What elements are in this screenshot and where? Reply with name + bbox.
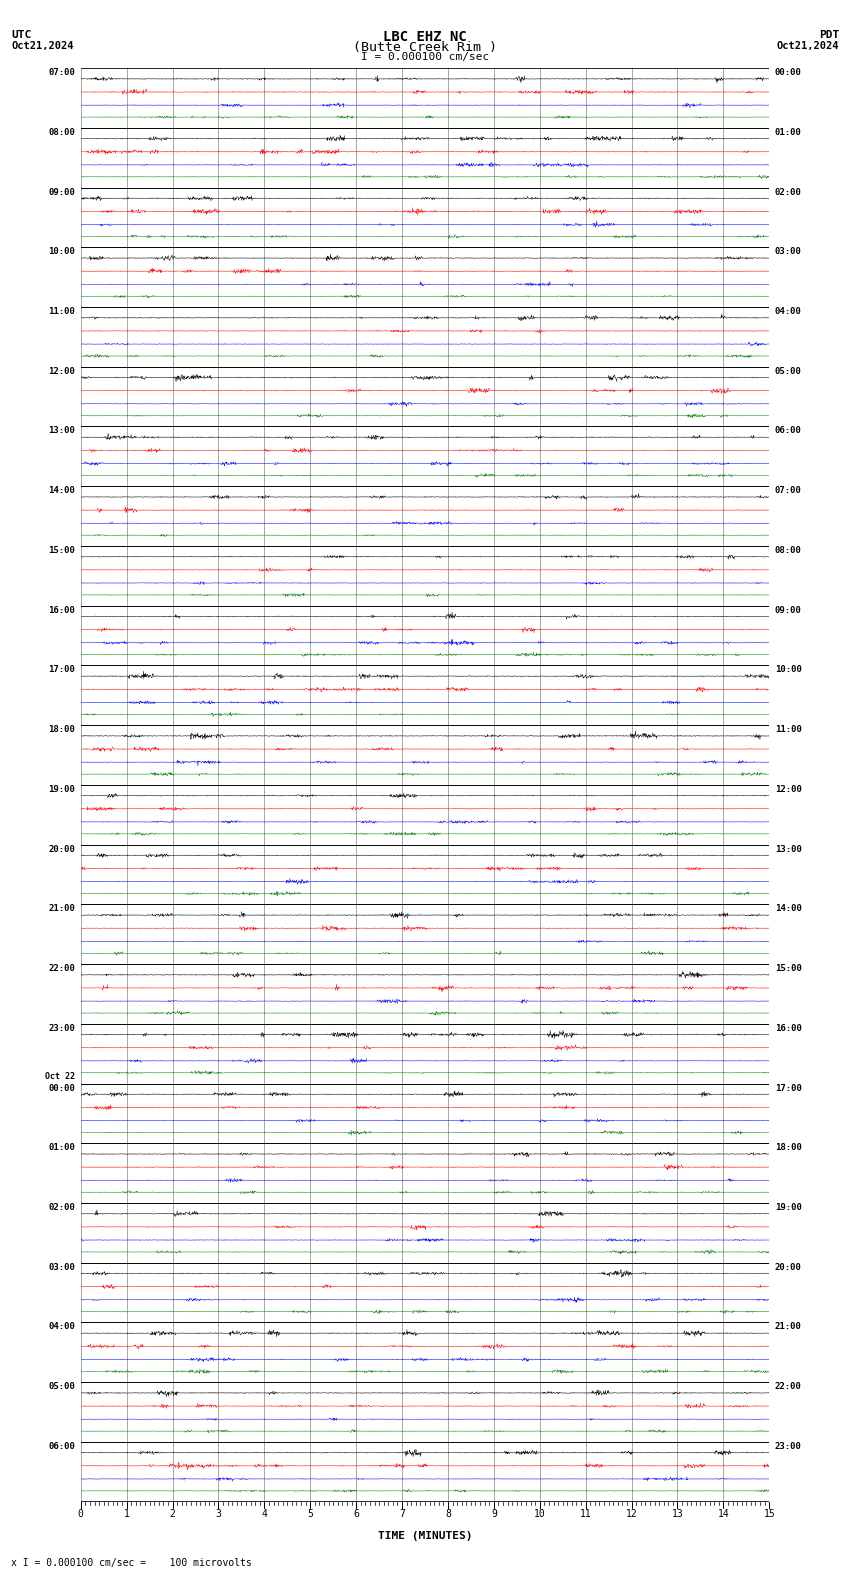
Text: 19:00: 19:00 — [774, 1202, 802, 1212]
Text: 19:00: 19:00 — [48, 786, 76, 794]
Text: 05:00: 05:00 — [48, 1383, 76, 1391]
Text: 22:00: 22:00 — [774, 1383, 802, 1391]
Text: 01:00: 01:00 — [774, 128, 802, 136]
Text: 08:00: 08:00 — [48, 128, 76, 136]
Text: 22:00: 22:00 — [48, 965, 76, 973]
Text: 03:00: 03:00 — [774, 247, 802, 257]
Text: I = 0.000100 cm/sec: I = 0.000100 cm/sec — [361, 52, 489, 62]
Text: 3: 3 — [216, 1510, 221, 1519]
Text: 04:00: 04:00 — [774, 307, 802, 317]
Text: 11: 11 — [580, 1510, 592, 1519]
Text: PDT: PDT — [819, 30, 839, 40]
Text: 15:00: 15:00 — [774, 965, 802, 973]
Text: 06:00: 06:00 — [48, 1441, 76, 1451]
Text: Oct21,2024: Oct21,2024 — [11, 41, 74, 51]
Text: 01:00: 01:00 — [48, 1144, 76, 1152]
Text: 9: 9 — [491, 1510, 496, 1519]
Text: 11:00: 11:00 — [48, 307, 76, 317]
Text: 4: 4 — [262, 1510, 267, 1519]
Text: (Butte Creek Rim ): (Butte Creek Rim ) — [353, 41, 497, 54]
Text: TIME (MINUTES): TIME (MINUTES) — [377, 1532, 473, 1541]
Text: 02:00: 02:00 — [774, 187, 802, 196]
Text: 18:00: 18:00 — [48, 725, 76, 733]
Text: 23:00: 23:00 — [48, 1023, 76, 1033]
Text: 1: 1 — [124, 1510, 129, 1519]
Text: 7: 7 — [400, 1510, 405, 1519]
Text: 18:00: 18:00 — [774, 1144, 802, 1152]
Text: Oct 22: Oct 22 — [45, 1071, 76, 1080]
Text: 13:00: 13:00 — [774, 844, 802, 854]
Text: 14:00: 14:00 — [48, 486, 76, 496]
Text: 11:00: 11:00 — [774, 725, 802, 733]
Text: 09:00: 09:00 — [774, 605, 802, 615]
Text: 0: 0 — [78, 1510, 83, 1519]
Text: 15: 15 — [763, 1510, 775, 1519]
Text: 13:00: 13:00 — [48, 426, 76, 436]
Text: UTC: UTC — [11, 30, 31, 40]
Text: x I = 0.000100 cm/sec =    100 microvolts: x I = 0.000100 cm/sec = 100 microvolts — [11, 1559, 252, 1568]
Text: 8: 8 — [445, 1510, 451, 1519]
Text: Oct21,2024: Oct21,2024 — [776, 41, 839, 51]
Text: 16:00: 16:00 — [48, 605, 76, 615]
Text: 10: 10 — [534, 1510, 546, 1519]
Text: 09:00: 09:00 — [48, 187, 76, 196]
Text: 14: 14 — [717, 1510, 729, 1519]
Text: 21:00: 21:00 — [48, 904, 76, 914]
Text: 03:00: 03:00 — [48, 1262, 76, 1272]
Text: 17:00: 17:00 — [48, 665, 76, 675]
Text: 05:00: 05:00 — [774, 367, 802, 375]
Text: 12:00: 12:00 — [774, 786, 802, 794]
Text: 20:00: 20:00 — [48, 844, 76, 854]
Text: 07:00: 07:00 — [48, 68, 76, 78]
Text: 12: 12 — [626, 1510, 638, 1519]
Text: 17:00: 17:00 — [774, 1083, 802, 1093]
Text: 14:00: 14:00 — [774, 904, 802, 914]
Text: 15:00: 15:00 — [48, 546, 76, 554]
Text: 00:00: 00:00 — [48, 1083, 76, 1093]
Text: 16:00: 16:00 — [774, 1023, 802, 1033]
Text: 02:00: 02:00 — [48, 1202, 76, 1212]
Text: 23:00: 23:00 — [774, 1441, 802, 1451]
Text: 21:00: 21:00 — [774, 1323, 802, 1332]
Text: 07:00: 07:00 — [774, 486, 802, 496]
Text: 5: 5 — [308, 1510, 313, 1519]
Text: 2: 2 — [170, 1510, 175, 1519]
Text: 06:00: 06:00 — [774, 426, 802, 436]
Text: 20:00: 20:00 — [774, 1262, 802, 1272]
Text: LBC EHZ NC: LBC EHZ NC — [383, 30, 467, 44]
Text: 10:00: 10:00 — [774, 665, 802, 675]
Text: 13: 13 — [672, 1510, 683, 1519]
Text: 08:00: 08:00 — [774, 546, 802, 554]
Text: 04:00: 04:00 — [48, 1323, 76, 1332]
Text: 12:00: 12:00 — [48, 367, 76, 375]
Text: 10:00: 10:00 — [48, 247, 76, 257]
Text: 6: 6 — [354, 1510, 359, 1519]
Text: 00:00: 00:00 — [774, 68, 802, 78]
